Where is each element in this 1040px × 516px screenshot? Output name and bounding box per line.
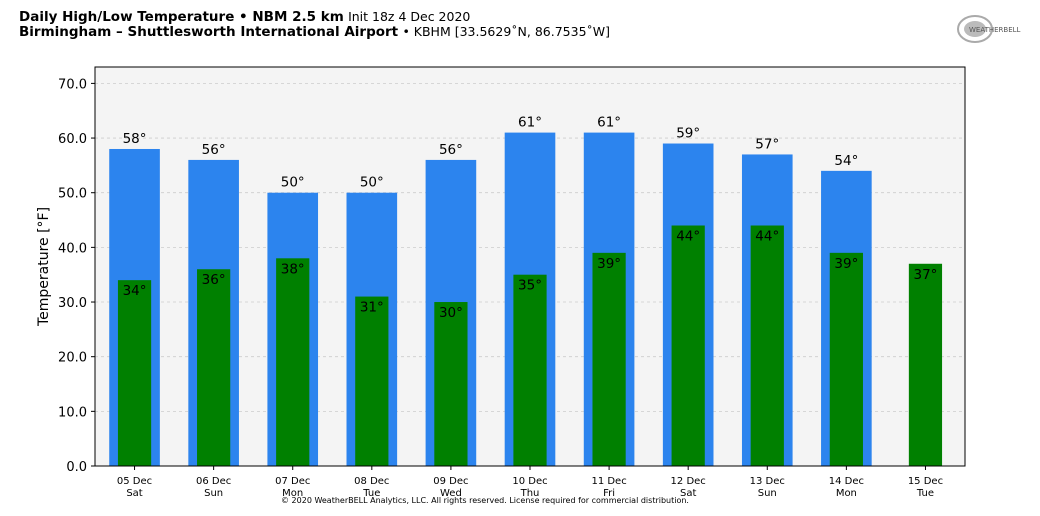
high-label: 57° (755, 136, 779, 152)
low-label: 34° (123, 283, 147, 299)
chart-title: Daily High/Low Temperature • NBM 2.5 km … (19, 9, 470, 25)
weatherbell-logo: WEATHERBELL (957, 15, 1021, 43)
y-tick-label: 70.0 (58, 77, 87, 92)
x-weekday-label: Mon (282, 488, 303, 499)
x-weekday-label: Tue (916, 488, 934, 499)
low-label: 31° (360, 300, 384, 316)
y-tick-label: 20.0 (58, 351, 87, 366)
x-tick-label: 07 Dec (275, 476, 310, 487)
low-label: 44° (676, 229, 700, 245)
y-tick-label: 0.0 (66, 460, 87, 475)
y-axis-label: Temperature [°F] (36, 207, 52, 327)
high-label: 50° (281, 175, 305, 191)
x-weekday-label: Fri (603, 488, 615, 499)
plot-frame (94, 66, 966, 467)
x-weekday-label: Thu (520, 488, 540, 499)
y-tick-label: 60.0 (58, 132, 87, 147)
x-weekday-label: Wed (440, 488, 462, 499)
x-tick-label: 05 Dec (117, 476, 152, 487)
high-label: 61° (597, 115, 621, 131)
x-tick-label: 10 Dec (512, 476, 547, 487)
copyright-notice: © 2020 WeatherBELL Analytics, LLC. All r… (281, 496, 689, 505)
high-label: 58° (123, 131, 147, 147)
low-label: 37° (913, 267, 937, 283)
low-bar (671, 225, 705, 466)
x-tick-label: 09 Dec (433, 476, 468, 487)
x-tick-label: 08 Dec (354, 476, 389, 487)
high-label: 50° (360, 175, 384, 191)
y-tick-label: 30.0 (58, 296, 87, 311)
low-bar (197, 269, 231, 466)
x-tick-label: 06 Dec (196, 476, 231, 487)
x-tick-label: 13 Dec (750, 476, 785, 487)
low-bar (829, 252, 863, 466)
high-label: 61° (518, 115, 542, 131)
x-weekday-label: Sat (680, 488, 696, 499)
low-bar (750, 225, 784, 466)
x-tick-label: 12 Dec (671, 476, 706, 487)
high-label: 56° (439, 142, 463, 158)
x-tick-label: 14 Dec (829, 476, 864, 487)
title-main: Daily High/Low Temperature • NBM 2.5 km (19, 9, 344, 25)
low-bar (908, 263, 943, 466)
high-label: 56° (202, 142, 226, 158)
low-label: 30° (439, 305, 463, 321)
chart-subtitle: Birmingham – Shuttlesworth International… (19, 24, 610, 40)
y-tick-label: 40.0 (58, 241, 87, 256)
low-bar (513, 274, 547, 466)
x-weekday-label: Sat (126, 488, 142, 499)
svg-text:WEATHERBELL: WEATHERBELL (969, 26, 1021, 34)
station-name: Birmingham – Shuttlesworth International… (19, 24, 399, 40)
x-tick-label: 11 Dec (591, 476, 626, 487)
x-weekday-label: Sun (758, 488, 777, 499)
low-bar (434, 302, 468, 466)
low-label: 44° (755, 229, 779, 245)
high-label: 54° (834, 153, 858, 169)
y-tick-label: 10.0 (58, 405, 87, 420)
low-label: 38° (281, 261, 305, 277)
low-bar (276, 258, 310, 466)
x-tick-label: 15 Dec (908, 476, 943, 487)
low-label: 35° (518, 278, 542, 294)
x-weekday-label: Sun (204, 488, 223, 499)
init-time: Init 18z 4 Dec 2020 (348, 9, 471, 24)
low-bar (592, 252, 626, 466)
x-weekday-label: Tue (362, 488, 380, 499)
high-label: 59° (676, 126, 700, 142)
station-coords: • KBHM [33.5629˚N, 86.7535˚W] (402, 24, 611, 39)
y-tick-label: 50.0 (58, 187, 87, 202)
x-weekday-label: Mon (836, 488, 857, 499)
low-bar (117, 280, 152, 466)
low-label: 39° (597, 256, 621, 272)
low-label: 39° (834, 256, 858, 272)
low-bar (355, 296, 389, 466)
low-label: 36° (202, 272, 226, 288)
